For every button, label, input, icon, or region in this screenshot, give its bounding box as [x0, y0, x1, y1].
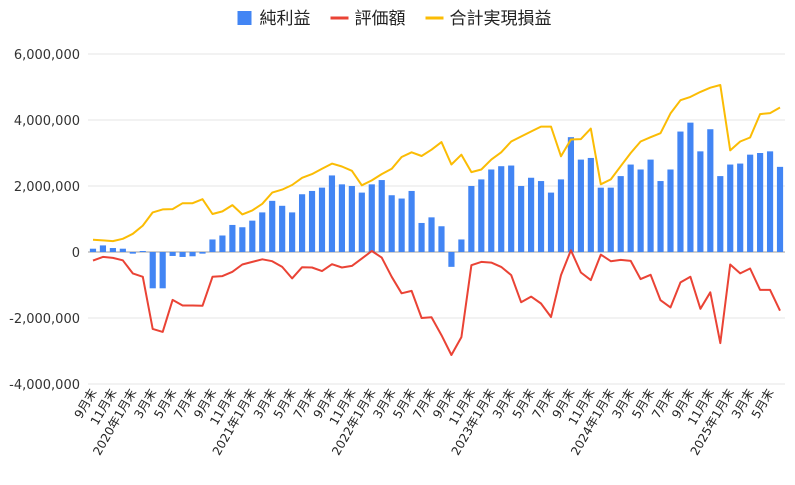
y-tick-label: -4,000,000 — [9, 378, 80, 393]
y-tick-label: 2,000,000 — [14, 180, 80, 195]
legend-swatch — [330, 16, 349, 20]
bar — [717, 176, 724, 252]
bar — [338, 184, 345, 252]
series-line — [92, 84, 781, 243]
bar — [537, 181, 545, 252]
bar — [766, 151, 774, 252]
bar — [587, 157, 594, 252]
bar — [458, 239, 465, 252]
bar — [269, 200, 276, 252]
bar — [518, 186, 525, 252]
bar — [557, 179, 565, 252]
bar — [498, 166, 505, 252]
chart-legend: 純利益 評価額 合計実現損益 — [237, 9, 552, 29]
bar — [707, 129, 714, 252]
bar — [298, 194, 306, 252]
bar — [657, 181, 664, 252]
bar — [249, 220, 256, 252]
legend-label: 評価額 — [355, 9, 406, 29]
bar — [209, 239, 216, 252]
bar — [508, 165, 515, 252]
bar — [348, 186, 355, 252]
legend-label: 純利益 — [260, 9, 311, 29]
y-tick-label: 6,000,000 — [14, 48, 80, 63]
bar — [478, 179, 485, 252]
bar — [547, 192, 555, 252]
series-line — [92, 249, 781, 356]
bar — [109, 248, 116, 252]
bar — [647, 159, 654, 252]
bar — [199, 252, 206, 254]
bar — [617, 176, 624, 252]
bar — [308, 190, 316, 252]
bar — [637, 169, 644, 252]
x-axis-tick-labels: 9月末11月末2020年1月末3月末5月末7月末9月末11月末2021年1月末3… — [72, 386, 777, 457]
bar — [189, 252, 196, 257]
bar — [239, 227, 246, 252]
bar — [318, 187, 326, 252]
y-tick-label: 4,000,000 — [14, 114, 80, 129]
bar — [388, 195, 395, 252]
bar — [597, 187, 604, 252]
bar — [687, 122, 694, 252]
bar — [149, 252, 156, 289]
bar — [757, 153, 764, 252]
bar — [378, 180, 385, 252]
bar — [89, 248, 97, 252]
bar — [418, 222, 425, 252]
bar — [139, 251, 146, 253]
legend-label: 合計実現損益 — [450, 9, 552, 29]
bar — [99, 245, 107, 252]
bar — [677, 131, 684, 252]
bar — [607, 187, 614, 252]
bar — [408, 190, 415, 252]
bar — [129, 252, 136, 254]
bar — [448, 252, 455, 267]
bar — [567, 137, 575, 252]
bar — [328, 175, 336, 252]
bar — [219, 235, 226, 252]
bar — [438, 226, 445, 252]
y-axis-tick-labels: 6,000,000 4,000,000 2,000,000 0 -2,000,000 -4… — [9, 48, 80, 393]
y-tick-label: 0 — [72, 246, 80, 261]
bar — [776, 166, 784, 252]
bar — [697, 151, 704, 252]
bar — [159, 252, 166, 289]
bar — [398, 198, 405, 252]
legend-swatch — [237, 11, 252, 25]
bar — [179, 252, 186, 257]
bar — [358, 192, 365, 252]
line-series — [92, 84, 781, 356]
bar — [577, 159, 584, 252]
bar — [259, 212, 266, 252]
bar — [279, 205, 286, 252]
bar — [468, 186, 475, 252]
bar — [727, 164, 734, 252]
bar — [528, 177, 535, 252]
bar — [368, 184, 375, 252]
bar — [667, 169, 674, 252]
bar — [747, 154, 754, 252]
bar — [289, 212, 296, 252]
bar — [229, 224, 236, 252]
bar-series — [89, 122, 784, 289]
bar — [119, 248, 126, 252]
bar — [488, 169, 495, 252]
bar — [428, 217, 435, 252]
bar — [169, 252, 176, 256]
legend-swatch — [425, 16, 444, 20]
bar — [737, 163, 744, 252]
y-tick-label: -2,000,000 — [9, 312, 80, 327]
bar — [627, 164, 634, 252]
